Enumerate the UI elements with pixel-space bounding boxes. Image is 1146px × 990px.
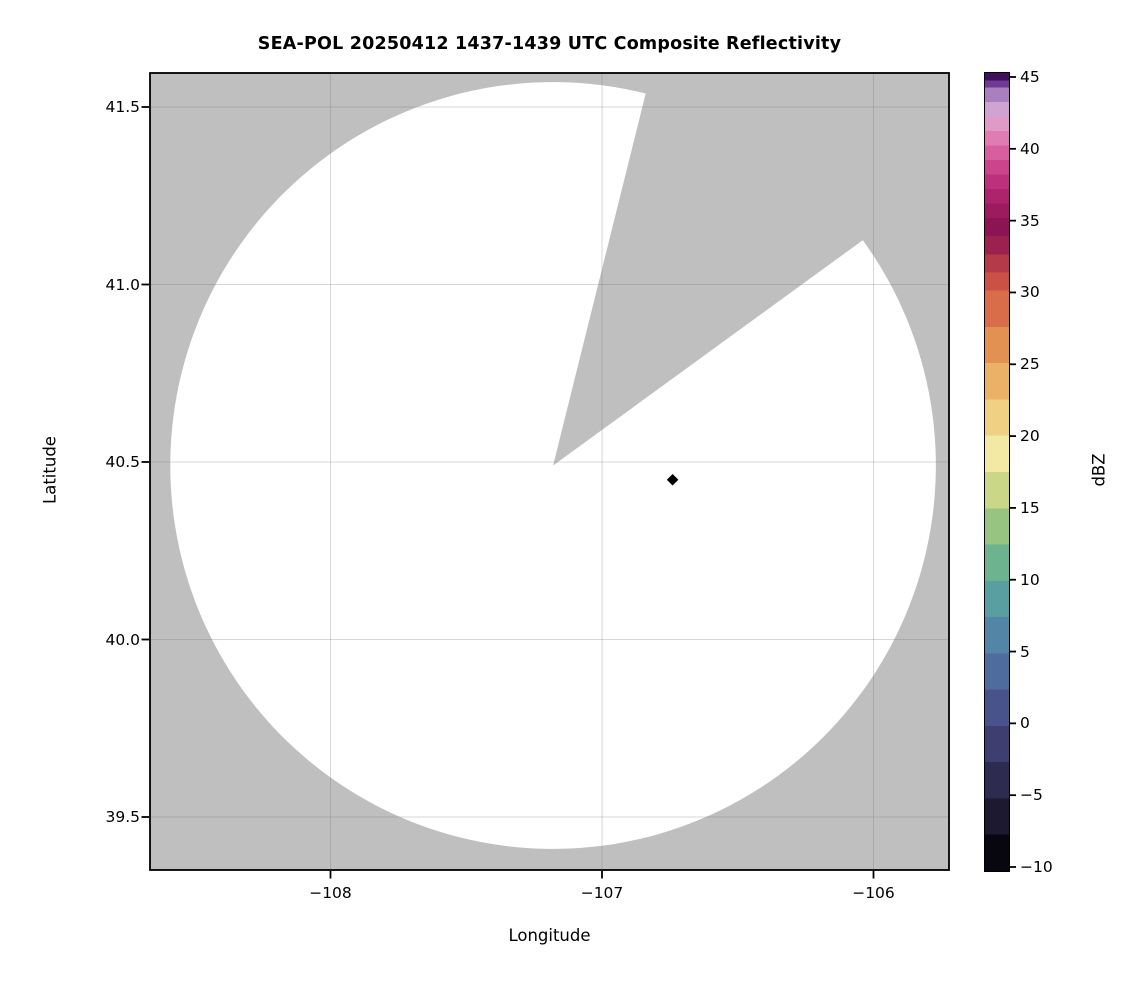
radar-coverage-area [170,82,936,849]
gridlines [150,73,949,870]
colorbar-tick-label: 5 [1020,642,1030,661]
y-tick-label: 41.0 [105,275,140,294]
y-tick-label: 40.5 [105,453,140,471]
colorbar-tick-label: 40 [1020,139,1040,158]
colorbar-tick-label: 25 [1020,355,1040,374]
colorbar-label: dBZ [1089,453,1109,487]
colorbar [984,72,1010,872]
x-tick-label: −107 [580,884,624,902]
y-tick-label: 40.0 [105,630,140,649]
site-diamond-marker [666,473,679,486]
x-axis-label: Longitude [508,926,591,945]
colorbar-tick-label: 30 [1020,283,1040,302]
colorbar-tick-label: 15 [1020,498,1040,517]
colorbar-tick-label: 10 [1020,570,1040,589]
colorbar-tick-label: 45 [1020,68,1040,86]
colorbar-tick-label: 20 [1020,427,1040,446]
colorbar-tick-label: −5 [1020,786,1043,805]
y-tick-label: 41.5 [105,98,140,116]
plot-frame [149,72,950,871]
colorbar-tick-label: −10 [1020,858,1053,876]
x-tick-label: −106 [852,884,895,902]
chart-title: SEA-POL 20250412 1437-1439 UTC Composite… [257,34,842,54]
colorbar-tick-label: 0 [1020,714,1030,733]
y-axis-label: Latitude [40,436,60,504]
y-tick-label: 39.5 [105,808,140,826]
x-tick-label: −108 [309,884,352,902]
colorbar-tick-label: 35 [1020,211,1040,230]
tick-marks [141,76,1016,879]
